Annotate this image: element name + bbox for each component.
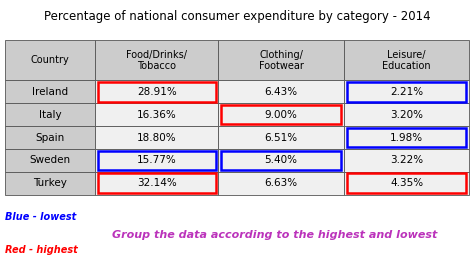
Text: Red - highest: Red - highest	[5, 245, 77, 255]
Text: 18.80%: 18.80%	[137, 133, 177, 143]
Text: 2.21%: 2.21%	[390, 87, 423, 97]
Text: Blue - lowest: Blue - lowest	[5, 212, 76, 222]
Bar	[95, 80, 219, 103]
Bar	[221, 151, 341, 170]
Text: 4.35%: 4.35%	[390, 178, 423, 188]
Bar	[98, 151, 216, 170]
Text: Group the data according to the highest and lowest: Group the data according to the highest …	[112, 230, 438, 240]
Bar	[95, 126, 219, 149]
Bar	[344, 149, 469, 172]
Bar	[5, 103, 95, 126]
Text: Ireland: Ireland	[32, 87, 68, 97]
Text: Clothing/
Footwear: Clothing/ Footwear	[259, 49, 303, 71]
Bar	[219, 80, 344, 103]
Bar	[344, 40, 469, 80]
Text: Turkey: Turkey	[33, 178, 67, 188]
Text: 6.63%: 6.63%	[264, 178, 298, 188]
Bar	[95, 149, 219, 172]
Bar	[219, 40, 344, 80]
Bar	[344, 103, 469, 126]
Bar	[346, 82, 466, 101]
Bar	[344, 172, 469, 195]
Bar	[219, 126, 344, 149]
Text: 1.98%: 1.98%	[390, 133, 423, 143]
Bar	[98, 173, 216, 193]
Text: 6.51%: 6.51%	[264, 133, 298, 143]
Bar	[221, 105, 341, 125]
Bar	[5, 149, 95, 172]
Text: 3.22%: 3.22%	[390, 155, 423, 165]
Text: Percentage of national consumer expenditure by category - 2014: Percentage of national consumer expendit…	[44, 10, 430, 23]
Bar	[5, 40, 95, 80]
Text: 6.43%: 6.43%	[264, 87, 298, 97]
Bar	[5, 80, 95, 103]
Bar	[344, 126, 469, 149]
Bar	[346, 128, 466, 147]
Bar	[5, 172, 95, 195]
Bar	[95, 172, 219, 195]
Text: 16.36%: 16.36%	[137, 110, 177, 120]
Text: Food/Drinks/
Tobacco: Food/Drinks/ Tobacco	[127, 49, 187, 71]
Text: 28.91%: 28.91%	[137, 87, 177, 97]
Bar	[95, 103, 219, 126]
Text: Leisure/
Education: Leisure/ Education	[382, 49, 431, 71]
Bar	[98, 82, 216, 101]
Bar	[346, 173, 466, 193]
Bar	[219, 149, 344, 172]
Text: Italy: Italy	[39, 110, 61, 120]
Text: Country: Country	[31, 55, 69, 65]
Bar	[219, 103, 344, 126]
Bar	[219, 172, 344, 195]
Text: 15.77%: 15.77%	[137, 155, 177, 165]
Text: 5.40%: 5.40%	[264, 155, 298, 165]
Bar	[95, 40, 219, 80]
Text: Spain: Spain	[36, 133, 64, 143]
Text: 9.00%: 9.00%	[264, 110, 298, 120]
Text: 32.14%: 32.14%	[137, 178, 177, 188]
Bar	[5, 126, 95, 149]
Text: 3.20%: 3.20%	[390, 110, 423, 120]
Text: Sweden: Sweden	[29, 155, 71, 165]
Bar	[344, 80, 469, 103]
